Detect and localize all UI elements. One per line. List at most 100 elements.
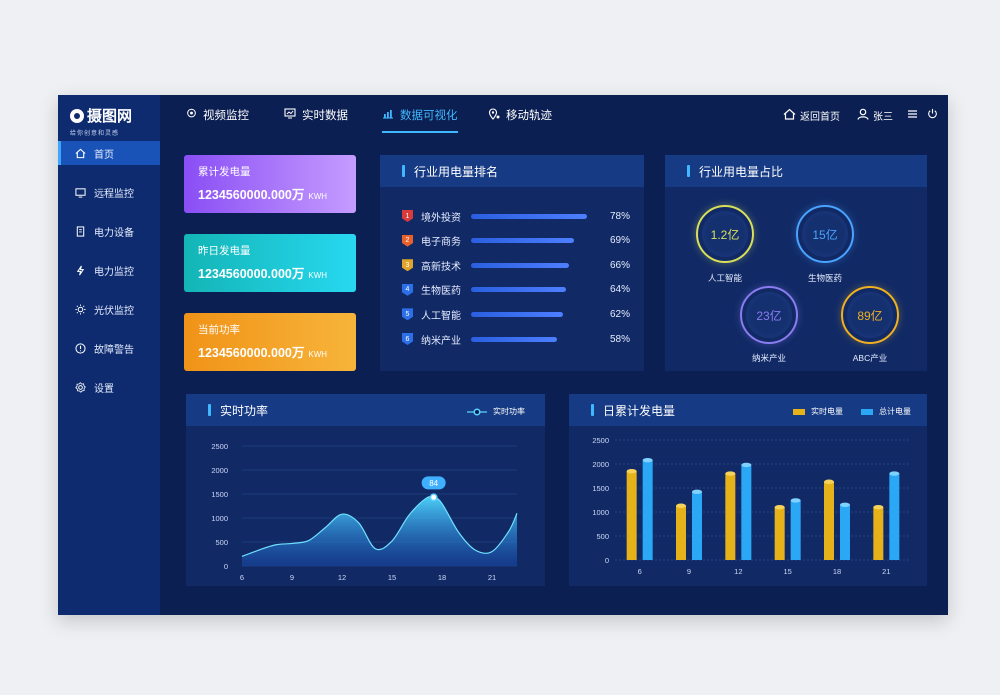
rank-badge: 5 [402,308,413,321]
legend-item-realtime: 实时电量 [793,406,843,417]
ring-label: 人工智能 [707,273,742,283]
area-fill [242,496,517,566]
legend-swatch [793,408,805,415]
logo-name: 摄图网 [87,108,133,125]
screen-icon [284,108,296,122]
legend-item-total: 总计电量 [861,406,911,417]
stat-card-total-generation: 累计发电量 1234560000.000万 KWH [184,155,356,213]
bar[interactable] [873,507,884,560]
ring-value: 15亿 [812,227,838,242]
rank-bar-track [471,311,591,317]
sidebar-item-power-monitor[interactable]: 电力监控 [58,258,160,282]
bar-cap [790,498,801,503]
sidebar-item-settings[interactable]: 设置 [58,375,160,399]
y-tick-label: 1500 [592,484,609,493]
rank-percent: 58% [609,333,630,345]
sidebar-item-power-device[interactable]: 电力设备 [58,219,160,243]
rank-percent: 78% [609,210,630,222]
chart-title: 日累计发电量 [603,403,676,418]
stat-value: 1234560000.000万 [198,346,305,360]
sidebar-item-label: 远程监控 [94,188,134,200]
ring-value: 23亿 [756,308,782,323]
bar-cap [824,479,834,484]
bar[interactable] [642,460,653,560]
bar[interactable] [840,504,850,560]
bar[interactable] [824,481,834,560]
device-icon [74,225,86,237]
rank-badge: 1 [402,210,413,222]
bar-cap [676,503,686,508]
y-tick-label: 0 [224,562,228,571]
sidebar-item-label: 电力监控 [94,266,134,278]
bar-cap [873,505,884,510]
rank-bar-track [471,238,591,244]
stat-label: 当前功率 [198,324,240,336]
rank-bar-track [471,336,591,342]
x-tick-label: 15 [388,573,396,582]
tab-movement-track[interactable]: 移动轨迹 [488,95,552,135]
bar[interactable] [626,471,637,560]
x-tick-label: 12 [338,573,346,582]
bar[interactable] [741,464,752,560]
annotation-label: 84 [429,479,438,488]
bar[interactable] [889,473,900,560]
bar[interactable] [676,505,686,560]
industry-ranking-panel: 行业用电量排名 1 境外投资 78% 2 电子商务 69% 3 高新技术 66% 4 生物医药 64%… [380,155,644,371]
rank-percent: 64% [609,284,630,296]
chart-legend: 实时功率 [467,406,525,417]
sidebar-item-label: 首页 [94,149,114,161]
alert-icon [74,342,86,354]
menu-button[interactable] [907,95,918,135]
menu-icon [907,109,918,122]
ring-biomedicine: 15亿 [796,205,854,263]
ring-value: 1.2亿 [710,227,740,242]
logo[interactable]: 摄图网 给你创意和灵感 [70,105,152,137]
y-tick-label: 500 [215,538,228,547]
chart-icon [382,108,394,122]
bar[interactable] [692,491,702,560]
ring-label: ABC产业 [852,353,888,363]
tab-data-visualization[interactable]: 数据可视化 [382,95,458,135]
bar-cap [626,469,637,474]
tab-video-monitor[interactable]: 视频监控 [186,95,249,135]
monitor-icon [74,186,86,198]
y-tick-label: 2500 [211,442,228,451]
legend-label: 实时电量 [811,407,843,416]
annotation-point[interactable] [429,493,438,502]
logo-slogan: 给你创意和灵感 [70,131,120,137]
sidebar-item-fault-alert[interactable]: 故障警告 [58,336,160,360]
rank-bar-fill [471,213,587,219]
x-tick-label: 21 [488,573,496,582]
user-menu[interactable]: 张三 [857,95,893,135]
sidebar-item-home[interactable]: 首页 [58,141,160,165]
rank-name: 人工智能 [421,310,461,322]
rank-bar-fill [471,262,570,268]
rank-bar-track [471,213,591,219]
sidebar-item-label: 设置 [94,383,114,395]
bar-cap [840,502,850,507]
lightning-icon [74,264,86,276]
daily-generation-panel: 日累计发电量 实时电量 总计电量 0 500 1000 1500 2000 2500 6 9 1… [569,394,927,586]
y-tick-label: 1000 [592,508,609,517]
sidebar-item-pv-monitor[interactable]: 光伏监控 [58,297,160,321]
sidebar-item-remote-monitor[interactable]: 远程监控 [58,180,160,204]
sun-icon [74,303,86,315]
dashboard-window: 摄图网 给你创意和灵感 首页 远程监控 电力设备 电力监控 [58,95,948,615]
bar[interactable] [790,500,801,560]
back-home-button[interactable]: 返回首页 [783,95,840,135]
rank-name: 境外投资 [421,212,461,224]
bar[interactable] [725,473,736,560]
tab-realtime-data[interactable]: 实时数据 [284,95,348,135]
x-tick-label: 9 [290,573,294,582]
bar-cap [692,489,702,495]
stat-card-current-power: 当前功率 1234560000.000万 KWH [184,313,356,371]
power-button[interactable] [927,95,938,135]
bar[interactable] [774,507,785,560]
stat-value: 1234560000.000万 [198,188,305,202]
ranking-row: 5 人工智能 62% [402,307,630,322]
legend-label: 实时功率 [493,407,525,416]
rank-badge: 6 [402,333,413,345]
x-tick-label: 6 [638,567,642,576]
sidebar-item-label: 光伏监控 [94,305,134,317]
y-tick-label: 2000 [211,466,228,475]
